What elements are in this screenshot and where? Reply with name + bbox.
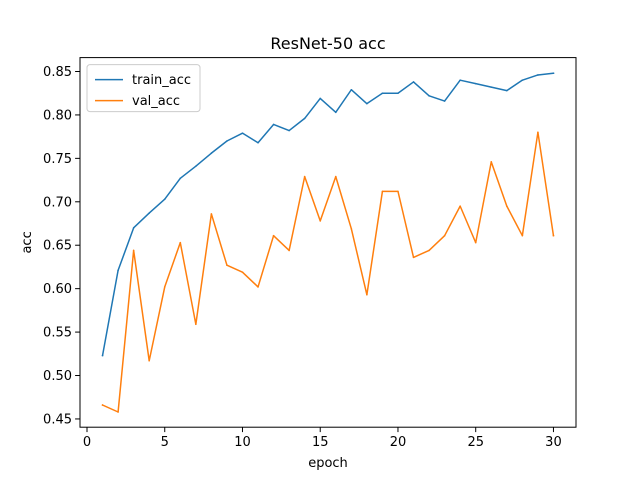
x-axis-label: epoch <box>308 456 348 471</box>
data-point-val-acc <box>521 234 524 237</box>
axes-frame <box>79 57 577 428</box>
data-point-val-acc <box>101 404 104 406</box>
data-point-val-acc <box>428 249 430 252</box>
data-point-val-acc <box>226 264 228 267</box>
data-point-train-acc <box>163 198 166 200</box>
data-point-val-acc <box>443 234 446 237</box>
y-tick-label: 0.80 <box>43 108 72 123</box>
data-point-val-acc <box>210 213 213 215</box>
data-point-train-acc <box>272 123 275 126</box>
y-tick-label: 0.50 <box>43 369 72 384</box>
data-point-train-acc <box>366 102 368 105</box>
legend-label-val-acc: val_acc <box>132 94 180 109</box>
data-point-train-acc <box>459 79 461 81</box>
data-point-train-acc <box>101 354 104 357</box>
data-point-train-acc <box>521 79 524 81</box>
data-point-val-acc <box>241 271 244 273</box>
data-point-train-acc <box>552 72 555 75</box>
y-tick-label: 0.60 <box>43 282 72 297</box>
x-axis: 0 5 10 15 20 25 30 <box>83 427 562 450</box>
data-point-train-acc <box>288 129 290 132</box>
data-point-val-acc <box>412 256 415 259</box>
data-point-train-acc <box>490 86 493 88</box>
data-point-train-acc <box>443 100 446 102</box>
series-line-train-acc <box>101 72 555 357</box>
x-tick-label: 0 <box>83 435 91 450</box>
y-axis-label: acc <box>20 231 35 253</box>
data-point-val-acc <box>179 241 182 244</box>
data-point-val-acc <box>272 234 275 237</box>
data-point-val-acc <box>319 220 322 222</box>
data-point-train-acc <box>148 212 150 214</box>
x-tick-label: 10 <box>234 435 251 450</box>
y-tick-label: 0.85 <box>43 65 72 80</box>
data-point-train-acc <box>428 95 430 97</box>
x-tick-label: 30 <box>545 435 562 450</box>
data-point-train-acc <box>334 111 337 114</box>
data-point-val-acc <box>257 286 259 288</box>
data-point-train-acc <box>350 88 353 91</box>
data-point-train-acc <box>226 140 228 142</box>
y-tick-label: 0.70 <box>43 195 72 210</box>
series-line-val-acc <box>101 131 555 413</box>
data-point-val-acc <box>506 205 508 207</box>
data-point-train-acc <box>257 141 259 144</box>
data-point-train-acc <box>117 269 119 272</box>
data-point-train-acc <box>241 132 244 134</box>
data-point-val-acc <box>195 323 197 326</box>
data-point-val-acc <box>459 205 461 207</box>
y-axis: 0.45 0.50 0.55 0.60 0.65 0.70 0.75 0.80 0.85 <box>43 65 80 427</box>
data-point-train-acc <box>195 165 197 167</box>
data-point-train-acc <box>412 81 415 83</box>
chart-title: ResNet-50 acc <box>270 34 385 53</box>
series-group <box>101 72 555 413</box>
data-point-train-acc <box>506 89 508 92</box>
data-point-val-acc <box>334 175 337 178</box>
data-point-val-acc <box>288 249 290 252</box>
data-point-val-acc <box>474 241 477 244</box>
data-point-val-acc <box>490 161 493 163</box>
data-point-train-acc <box>397 92 399 95</box>
data-point-val-acc <box>552 234 555 237</box>
data-point-train-acc <box>319 97 322 100</box>
data-point-val-acc <box>381 190 384 193</box>
plot-area <box>79 57 577 428</box>
data-point-train-acc <box>537 74 539 76</box>
y-tick-label: 0.55 <box>43 326 72 341</box>
data-point-val-acc <box>132 249 135 252</box>
data-point-val-acc <box>537 131 539 134</box>
data-point-val-acc <box>117 411 119 413</box>
data-point-train-acc <box>303 117 306 120</box>
data-point-val-acc <box>303 175 306 178</box>
x-tick-label: 20 <box>390 435 407 450</box>
x-tick-label: 5 <box>161 435 169 450</box>
data-point-train-acc <box>474 82 477 85</box>
x-tick-label: 25 <box>467 435 484 450</box>
legend-label-train-acc: train_acc <box>132 73 191 88</box>
y-tick-label: 0.45 <box>43 412 72 427</box>
data-point-train-acc <box>381 92 384 95</box>
data-point-train-acc <box>132 227 135 229</box>
data-point-val-acc <box>148 359 150 362</box>
data-point-val-acc <box>163 286 166 288</box>
x-tick-label: 15 <box>312 435 329 450</box>
data-point-val-acc <box>366 293 368 296</box>
data-point-train-acc <box>210 152 213 154</box>
y-tick-label: 0.65 <box>43 239 72 254</box>
legend: train_acc val_acc <box>86 64 201 113</box>
data-point-train-acc <box>179 177 182 180</box>
y-tick-label: 0.75 <box>43 152 72 167</box>
data-point-val-acc <box>350 227 353 230</box>
data-point-val-acc <box>397 190 399 193</box>
